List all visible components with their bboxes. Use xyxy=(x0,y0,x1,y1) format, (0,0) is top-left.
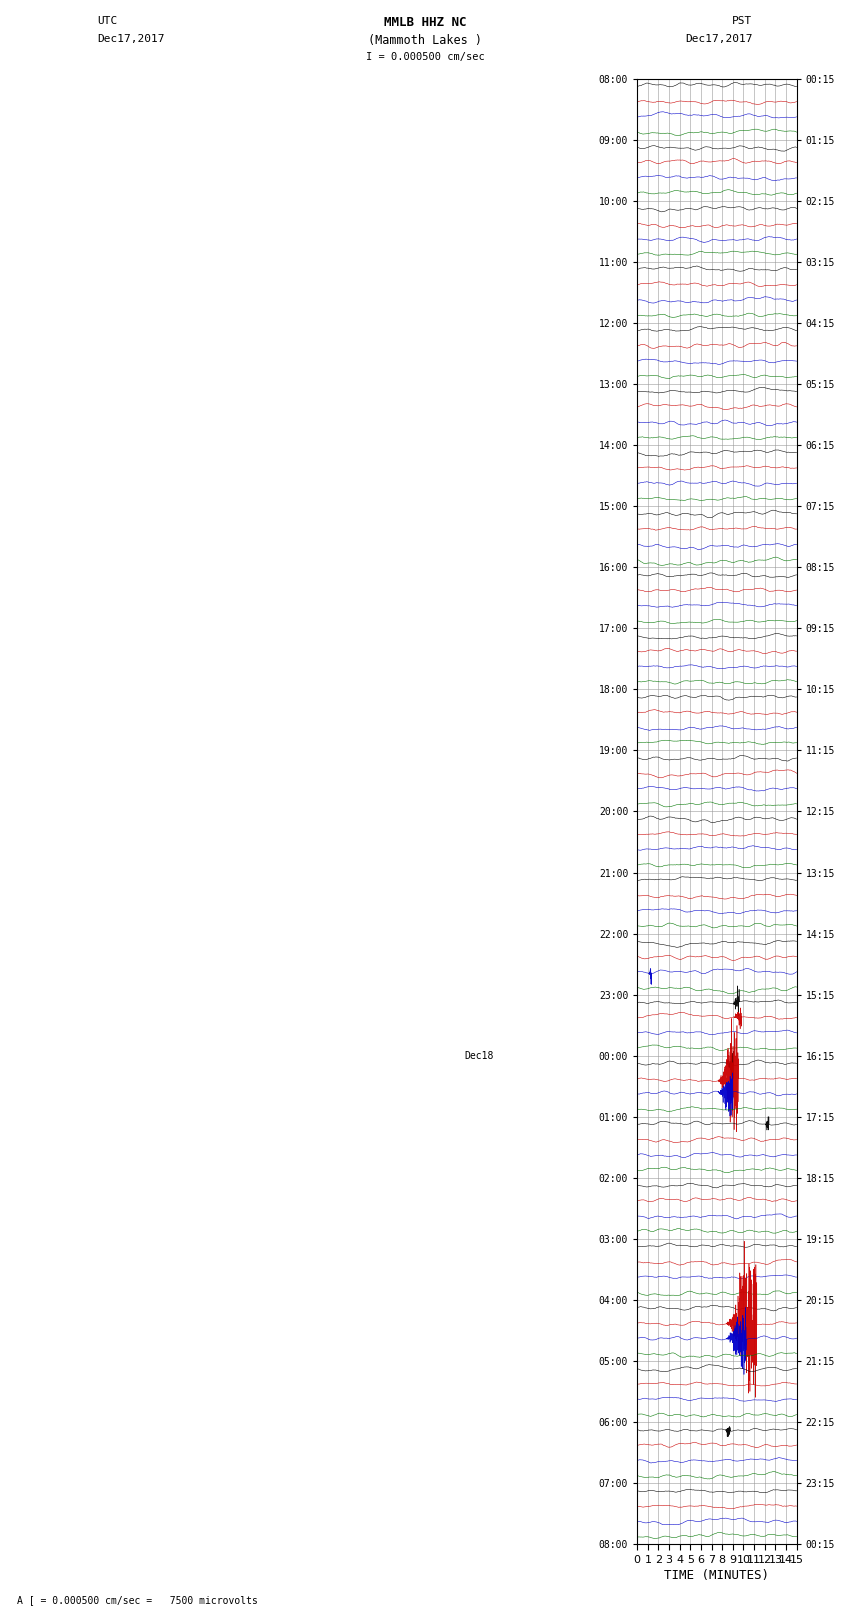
Text: A [ = 0.000500 cm/sec =   7500 microvolts: A [ = 0.000500 cm/sec = 7500 microvolts xyxy=(17,1595,258,1605)
Text: Dec17,2017: Dec17,2017 xyxy=(685,34,752,44)
Text: PST: PST xyxy=(732,16,752,26)
Text: MMLB HHZ NC: MMLB HHZ NC xyxy=(383,16,467,29)
X-axis label: TIME (MINUTES): TIME (MINUTES) xyxy=(665,1569,769,1582)
Text: Dec17,2017: Dec17,2017 xyxy=(98,34,165,44)
Text: I = 0.000500 cm/sec: I = 0.000500 cm/sec xyxy=(366,52,484,61)
Text: UTC: UTC xyxy=(98,16,118,26)
Text: Dec18: Dec18 xyxy=(464,1050,494,1061)
Text: (Mammoth Lakes ): (Mammoth Lakes ) xyxy=(368,34,482,47)
